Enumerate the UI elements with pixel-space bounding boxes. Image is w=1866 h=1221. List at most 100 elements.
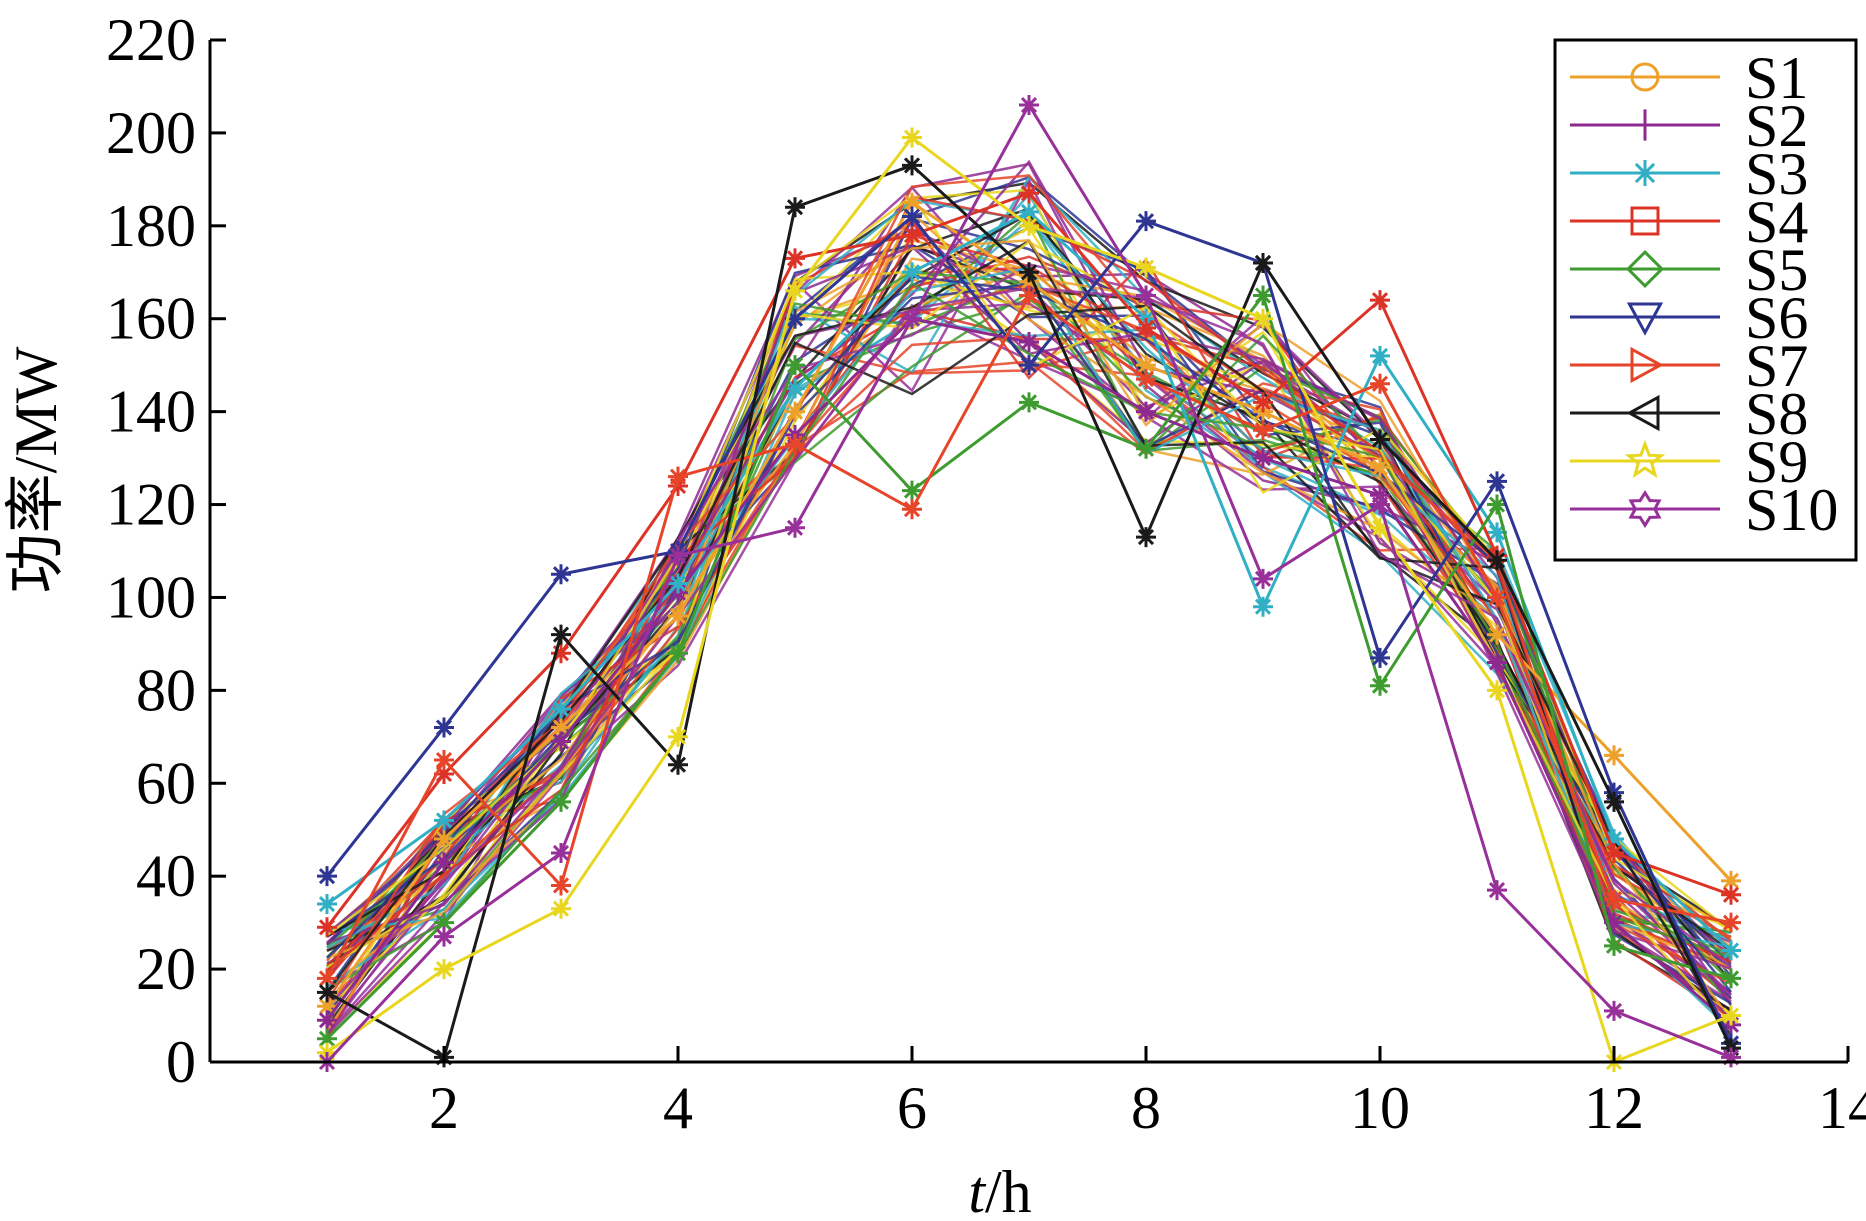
data-point	[1136, 355, 1156, 376]
data-point	[1487, 471, 1507, 492]
data-point	[1370, 517, 1390, 538]
data-point	[668, 545, 688, 566]
data-point	[1604, 889, 1624, 910]
data-point	[902, 192, 922, 213]
data-point-marker	[1629, 109, 1661, 141]
data-point	[785, 401, 805, 422]
data-point	[1721, 1047, 1741, 1068]
data-point	[1487, 494, 1507, 515]
data-point-marker	[1630, 346, 1664, 384]
data-point	[902, 127, 922, 148]
data-point	[1253, 308, 1273, 329]
data-point	[1604, 935, 1624, 956]
series-s9	[317, 127, 1741, 1072]
data-point	[317, 996, 337, 1017]
data-point	[1370, 647, 1390, 668]
x-ticks: 2 4 6 8 10 12 14	[429, 1046, 1866, 1141]
data-point	[1136, 438, 1156, 459]
data-point	[317, 866, 337, 887]
data-point	[1136, 527, 1156, 548]
y-tick-label: 0	[166, 1029, 196, 1095]
data-point	[1721, 884, 1741, 905]
series-s8	[317, 155, 1741, 1068]
data-point	[434, 750, 454, 771]
data-point	[1721, 940, 1741, 961]
data-point	[902, 155, 922, 176]
data-point	[785, 248, 805, 269]
background-series-line	[326, 198, 1732, 949]
data-point	[1136, 369, 1156, 390]
data-point	[551, 875, 571, 896]
x-tick-label: 12	[1584, 1075, 1644, 1141]
data-point	[668, 466, 688, 487]
y-tick-label: 140	[106, 379, 196, 445]
series-s3	[317, 201, 1741, 961]
data-point	[434, 959, 454, 980]
data-point	[317, 894, 337, 915]
data-point	[1019, 215, 1039, 236]
data-point	[902, 262, 922, 283]
data-point	[1487, 550, 1507, 571]
legend-item-s3: S3	[1570, 141, 1808, 207]
data-point	[1253, 252, 1273, 273]
y-tick-label: 120	[106, 472, 196, 538]
y-ticks: 0 20 40 60 80 100 120 140 160 180 200 220	[106, 7, 226, 1095]
data-point	[1136, 318, 1156, 339]
data-point	[1487, 680, 1507, 701]
legend-item-s10: S10	[1570, 477, 1838, 543]
legend-item-s8: S8	[1570, 381, 1808, 447]
data-point-marker	[1626, 302, 1664, 336]
series-s7	[317, 285, 1741, 989]
axes: 0 20 40 60 80 100 120 140 160 180 200 220 2 4 6 8 10 12 1…	[106, 7, 1866, 1141]
data-point	[902, 499, 922, 520]
data-point	[1487, 652, 1507, 673]
data-point	[1721, 968, 1741, 989]
series-line	[326, 210, 1733, 952]
y-tick-label: 40	[136, 843, 196, 909]
data-point	[1136, 211, 1156, 232]
series-layer	[317, 95, 1741, 1072]
background-series-line	[326, 212, 1732, 953]
data-point	[785, 308, 805, 329]
data-point	[668, 754, 688, 775]
data-point	[1019, 201, 1039, 222]
data-point	[551, 624, 571, 645]
data-point	[1253, 568, 1273, 589]
data-point	[1604, 791, 1624, 812]
data-point	[1370, 429, 1390, 450]
data-point	[1019, 355, 1039, 376]
legend-label: S9	[1745, 429, 1808, 495]
data-point	[551, 564, 571, 585]
data-point	[668, 643, 688, 664]
legend-label: S6	[1745, 285, 1808, 351]
legend-label: S1	[1745, 45, 1808, 111]
data-point	[434, 810, 454, 831]
legend-item-s4: S4	[1570, 189, 1808, 255]
data-point	[1604, 829, 1624, 850]
legend-label: S4	[1745, 189, 1808, 255]
data-point	[1370, 373, 1390, 394]
y-tick-label: 20	[136, 936, 196, 1002]
data-point	[1019, 285, 1039, 306]
data-point	[1136, 285, 1156, 306]
x-tick-label: 10	[1350, 1075, 1410, 1141]
y-tick-label: 160	[106, 286, 196, 352]
data-point	[668, 726, 688, 747]
data-point	[551, 698, 571, 719]
data-point-marker	[1624, 439, 1666, 479]
data-point	[1604, 745, 1624, 766]
data-point	[551, 898, 571, 919]
legend-box	[1553, 38, 1858, 562]
background-series-line	[326, 195, 1732, 972]
x-tick-label: 8	[1131, 1075, 1161, 1141]
data-point	[1370, 494, 1390, 515]
legend-item-s6: S6	[1570, 285, 1808, 351]
data-point	[902, 225, 922, 246]
data-point	[785, 280, 805, 301]
y-tick-label: 100	[106, 564, 196, 630]
y-tick-label: 80	[136, 657, 196, 723]
data-point	[785, 197, 805, 218]
data-point	[551, 731, 571, 752]
